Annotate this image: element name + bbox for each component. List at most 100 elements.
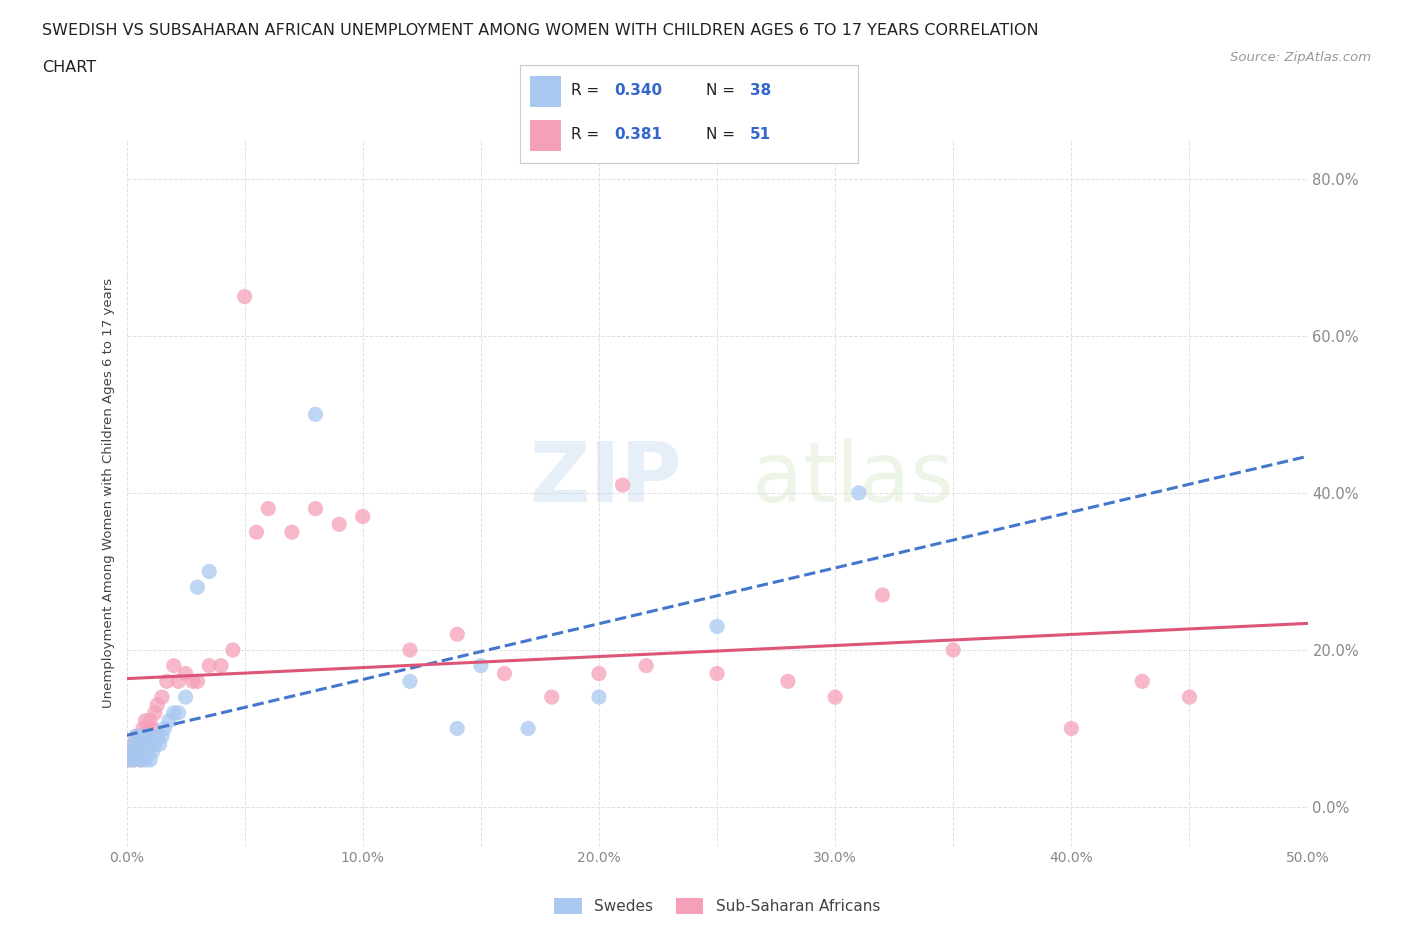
Text: 38: 38 <box>749 83 770 98</box>
Point <box>127 745 149 760</box>
Point <box>125 745 148 760</box>
Y-axis label: Unemployment Among Women with Children Ages 6 to 17 years: Unemployment Among Women with Children A… <box>103 278 115 708</box>
Text: SWEDISH VS SUBSAHARAN AFRICAN UNEMPLOYMENT AMONG WOMEN WITH CHILDREN AGES 6 TO 1: SWEDISH VS SUBSAHARAN AFRICAN UNEMPLOYME… <box>42 23 1039 38</box>
Point <box>540 690 562 705</box>
Point <box>136 729 159 744</box>
Point <box>186 579 208 594</box>
Point <box>776 674 799 689</box>
Point <box>132 729 155 744</box>
Point <box>129 737 152 751</box>
Point <box>233 289 256 304</box>
Point <box>198 658 221 673</box>
Point <box>141 721 163 736</box>
Point <box>146 698 169 712</box>
Point <box>304 407 326 422</box>
Point <box>127 729 149 744</box>
Point <box>122 752 145 767</box>
Text: N =: N = <box>706 83 740 98</box>
Point <box>848 485 870 500</box>
Point <box>139 752 162 767</box>
Point <box>122 737 145 751</box>
Point <box>134 713 156 728</box>
Point <box>149 737 172 751</box>
Point <box>156 674 179 689</box>
Point <box>125 729 148 744</box>
Point <box>198 564 221 578</box>
Text: ZIP: ZIP <box>529 438 682 519</box>
Point <box>446 627 468 642</box>
Point <box>872 588 894 603</box>
Point <box>134 729 156 744</box>
Point <box>127 745 149 760</box>
Point <box>636 658 658 673</box>
Point <box>132 721 155 736</box>
Point <box>174 666 197 681</box>
Point <box>136 721 159 736</box>
Text: N =: N = <box>706 126 740 142</box>
Point <box>942 643 965 658</box>
Point <box>352 509 374 524</box>
Point <box>181 674 204 689</box>
Point <box>1178 690 1201 705</box>
Point <box>399 674 422 689</box>
Point <box>129 752 152 767</box>
Point <box>245 525 267 539</box>
Point <box>470 658 492 673</box>
Point <box>517 721 540 736</box>
Point <box>167 705 190 720</box>
Point <box>328 517 350 532</box>
Point <box>150 690 173 705</box>
Text: R =: R = <box>571 83 605 98</box>
Point <box>139 713 162 728</box>
Point <box>120 745 142 760</box>
Point <box>127 729 149 744</box>
Text: 0.381: 0.381 <box>614 126 662 142</box>
Point <box>132 737 155 751</box>
Point <box>588 666 610 681</box>
Text: R =: R = <box>571 126 605 142</box>
Point <box>186 674 208 689</box>
Point <box>446 721 468 736</box>
Point <box>120 745 142 760</box>
FancyBboxPatch shape <box>530 76 561 107</box>
Point <box>143 737 166 751</box>
Point <box>588 690 610 705</box>
Text: Source: ZipAtlas.com: Source: ZipAtlas.com <box>1230 51 1371 64</box>
Point <box>118 752 141 767</box>
Text: 0.340: 0.340 <box>614 83 662 98</box>
Point <box>167 674 190 689</box>
Text: 51: 51 <box>749 126 770 142</box>
Point <box>129 752 152 767</box>
Point <box>257 501 280 516</box>
Point <box>1130 674 1153 689</box>
Point <box>209 658 232 673</box>
Text: atlas: atlas <box>752 438 955 519</box>
Point <box>122 737 145 751</box>
Point <box>174 690 197 705</box>
Point <box>125 745 148 760</box>
Legend: Swedes, Sub-Saharan Africans: Swedes, Sub-Saharan Africans <box>548 892 886 920</box>
Point <box>494 666 516 681</box>
Point <box>706 666 728 681</box>
Point <box>136 745 159 760</box>
Point <box>157 713 180 728</box>
Point <box>706 619 728 634</box>
Point <box>222 643 245 658</box>
Point <box>118 752 141 767</box>
Point <box>125 729 148 744</box>
Point <box>146 729 169 744</box>
Point <box>399 643 422 658</box>
Point <box>134 752 156 767</box>
Point <box>141 745 163 760</box>
Point <box>129 737 152 751</box>
Point <box>304 501 326 516</box>
FancyBboxPatch shape <box>530 120 561 151</box>
Point <box>824 690 846 705</box>
Point <box>139 737 162 751</box>
Point <box>143 705 166 720</box>
Point <box>153 721 176 736</box>
Point <box>150 729 173 744</box>
Point <box>134 737 156 751</box>
Point <box>163 658 186 673</box>
Point <box>132 745 155 760</box>
